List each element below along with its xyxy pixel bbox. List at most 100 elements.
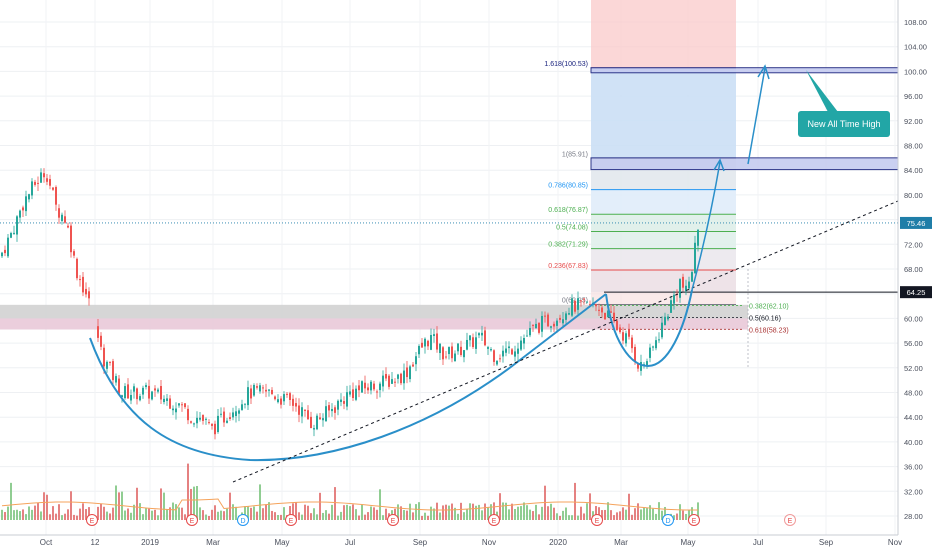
candle-body[interactable] (649, 347, 651, 358)
candle-body[interactable] (553, 323, 555, 327)
dividend-marker[interactable] (237, 514, 249, 526)
candle-body[interactable] (457, 343, 459, 352)
candle-body[interactable] (97, 326, 99, 338)
candle-body[interactable] (106, 361, 108, 369)
candle-body[interactable] (499, 358, 501, 360)
candle-body[interactable] (271, 389, 273, 395)
candle-body[interactable] (415, 356, 417, 365)
candle-body[interactable] (460, 346, 462, 355)
candle-body[interactable] (385, 373, 387, 379)
candle-body[interactable] (655, 340, 657, 349)
candle-body[interactable] (46, 178, 48, 182)
candle-body[interactable] (82, 276, 84, 293)
candle-body[interactable] (241, 404, 243, 410)
candle-body[interactable] (526, 335, 528, 337)
candle-body[interactable] (529, 327, 531, 336)
candle-body[interactable] (295, 403, 297, 407)
candle-body[interactable] (49, 179, 51, 186)
candle-body[interactable] (238, 410, 240, 414)
candle-body[interactable] (166, 398, 168, 401)
candle-body[interactable] (58, 208, 60, 218)
candle-body[interactable] (160, 386, 162, 400)
candle-body[interactable] (139, 396, 141, 401)
candle-body[interactable] (478, 333, 480, 336)
candle-body[interactable] (346, 392, 348, 407)
candle-body[interactable] (298, 405, 300, 415)
candle-body[interactable] (259, 385, 261, 392)
earnings-marker[interactable] (285, 514, 297, 526)
candle-body[interactable] (598, 309, 600, 311)
candle-body[interactable] (37, 182, 39, 184)
candle-body[interactable] (517, 348, 519, 354)
candle-body[interactable] (313, 428, 315, 430)
candle-body[interactable] (472, 337, 474, 347)
candle-body[interactable] (520, 340, 522, 350)
candle-body[interactable] (493, 350, 495, 362)
candle-body[interactable] (556, 320, 558, 326)
candle-body[interactable] (487, 347, 489, 349)
candle-body[interactable] (604, 312, 606, 320)
candle-body[interactable] (31, 181, 33, 196)
candle-body[interactable] (133, 386, 135, 392)
candle-body[interactable] (619, 327, 621, 333)
candle-body[interactable] (679, 279, 681, 298)
candle-body[interactable] (193, 423, 195, 425)
candle-body[interactable] (163, 398, 165, 403)
candle-body[interactable] (268, 389, 270, 391)
candle-body[interactable] (319, 417, 321, 420)
candle-body[interactable] (118, 378, 120, 394)
candle-body[interactable] (409, 366, 411, 380)
candle-body[interactable] (142, 387, 144, 395)
candle-body[interactable] (223, 411, 225, 423)
candle-body[interactable] (214, 423, 216, 435)
candle-body[interactable] (292, 398, 294, 406)
candle-body[interactable] (622, 332, 624, 341)
candle-body[interactable] (109, 361, 111, 363)
candle-body[interactable] (211, 423, 213, 426)
candle-body[interactable] (640, 362, 642, 371)
candle-body[interactable] (637, 363, 639, 369)
candle-body[interactable] (523, 337, 525, 344)
candle-body[interactable] (121, 395, 123, 398)
candle-body[interactable] (184, 403, 186, 408)
candle-body[interactable] (646, 361, 648, 366)
candle-body[interactable] (403, 370, 405, 384)
candle-body[interactable] (181, 404, 183, 406)
candle-body[interactable] (400, 373, 402, 384)
candle-body[interactable] (613, 312, 615, 321)
candle-body[interactable] (559, 317, 561, 320)
candle-body[interactable] (208, 422, 210, 424)
candle-body[interactable] (136, 388, 138, 400)
candle-body[interactable] (427, 340, 429, 347)
earnings-marker[interactable] (86, 514, 98, 526)
candle-body[interactable] (16, 216, 18, 235)
candle-body[interactable] (307, 410, 309, 420)
candle-body[interactable] (376, 391, 378, 393)
candle-body[interactable] (154, 388, 156, 391)
candle-body[interactable] (580, 300, 582, 302)
candle-body[interactable] (1, 252, 3, 257)
candle-body[interactable] (364, 382, 366, 389)
candle-body[interactable] (13, 232, 15, 234)
candle-body[interactable] (274, 396, 276, 400)
candle-body[interactable] (25, 196, 27, 212)
candle-body[interactable] (337, 400, 339, 410)
candle-body[interactable] (55, 187, 57, 205)
candle-body[interactable] (391, 379, 393, 384)
candle-body[interactable] (367, 387, 369, 391)
candle-body[interactable] (361, 381, 363, 393)
candle-body[interactable] (430, 335, 432, 350)
candle-body[interactable] (697, 229, 699, 246)
candle-body[interactable] (634, 346, 636, 362)
candle-body[interactable] (562, 319, 564, 324)
candle-body[interactable] (436, 333, 438, 350)
candle-body[interactable] (283, 394, 285, 402)
candle-body[interactable] (217, 415, 219, 433)
candle-body[interactable] (244, 403, 246, 405)
earnings-marker[interactable] (688, 514, 700, 526)
candle-body[interactable] (505, 348, 507, 353)
candle-body[interactable] (226, 420, 228, 423)
candle-body[interactable] (334, 407, 336, 413)
candle-body[interactable] (256, 386, 258, 388)
